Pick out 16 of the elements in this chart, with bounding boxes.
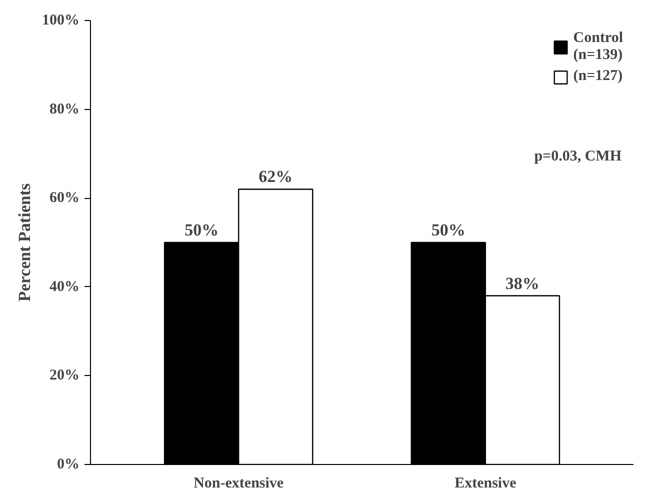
y-tick-label: 60% [50,190,80,206]
data-label: 50% [184,220,219,240]
y-tick-label: 20% [50,368,80,384]
y-tick-label: 80% [50,101,80,118]
data-label: 38% [505,274,540,293]
y-tick-label: 40% [50,278,80,295]
legend-label: Control (n=139) [573,30,623,64]
y-axis-title: Percent Patients [15,183,34,302]
data-label: 50% [431,220,466,240]
y-tick-label: 0% [57,456,80,472]
x-tick-label: Non-extensive [194,476,284,492]
y-tick-label: 100% [42,12,80,28]
x-tick-label: Extensive [454,476,517,492]
data-label: 62% [258,167,293,186]
legend-label: (n=127) [573,68,623,85]
annotation: p=0.03, CMH [534,148,622,164]
